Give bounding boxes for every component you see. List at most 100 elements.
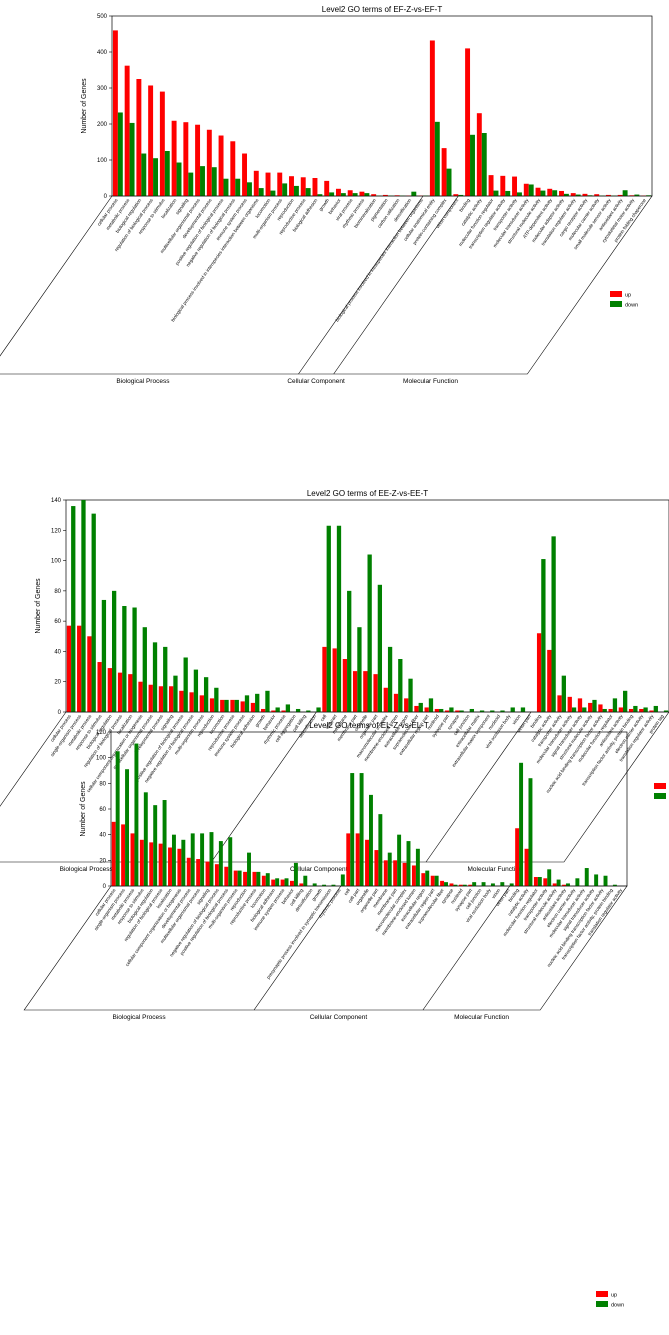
bar-down [364, 193, 370, 196]
group-bracket [0, 195, 653, 375]
bar-down [285, 704, 291, 712]
legend-swatch-up [596, 1291, 608, 1297]
bar-down [71, 506, 76, 712]
bar-down [653, 705, 658, 712]
bar-down [387, 852, 392, 886]
bar-down [244, 695, 250, 712]
bar-down [556, 879, 561, 886]
bar-up [557, 695, 562, 712]
bar-up [158, 686, 164, 712]
plot-frame [111, 15, 653, 197]
bar-down [453, 884, 458, 886]
category-label: negative regulation of biological proces… [144, 713, 195, 783]
bar-down [326, 525, 331, 712]
bar-up [374, 850, 379, 886]
bar-up [383, 860, 388, 886]
bar-down [411, 191, 417, 196]
bar-down [623, 690, 628, 712]
bar-up [393, 860, 398, 886]
bar-up [312, 178, 318, 196]
bar-down [303, 875, 308, 886]
bar-up [371, 194, 377, 196]
bar-down [367, 554, 372, 712]
bar-up [324, 180, 330, 196]
bar-up [393, 693, 399, 712]
bar-down [317, 194, 323, 196]
bar-down [500, 882, 505, 886]
bar-down [306, 710, 311, 712]
bar-down [594, 874, 599, 886]
bar-down [255, 693, 260, 712]
bar-up [250, 702, 256, 712]
bar-down [101, 599, 107, 712]
bar-down [510, 707, 515, 712]
bar-up [148, 684, 153, 712]
bar-down [528, 778, 533, 886]
bar-up [365, 839, 369, 886]
bar-up [171, 120, 177, 196]
bar-up [138, 681, 143, 712]
bar-up [547, 649, 552, 712]
group-bracket [0, 711, 669, 863]
bar-down [439, 708, 444, 712]
y-tick-label: 60 [99, 807, 106, 813]
bar-up [342, 659, 348, 712]
bar-down [211, 167, 217, 196]
bar-up [242, 153, 247, 196]
bar-down [459, 710, 464, 712]
group-bracket [23, 885, 628, 1011]
group-label: Biological Process [113, 1014, 167, 1021]
bar-down [162, 800, 167, 886]
bar-up [149, 842, 154, 886]
bar-up [205, 861, 210, 886]
bar-up [271, 710, 276, 712]
bar-down [481, 882, 486, 886]
bar-up [209, 698, 215, 712]
bar-up [559, 190, 564, 196]
bar-down [490, 883, 495, 886]
bar-down [340, 874, 345, 886]
y-tick-label: 400 [97, 50, 108, 56]
bar-down [462, 884, 467, 886]
bar-up [465, 48, 471, 197]
group-label: Molecular Function [403, 378, 458, 385]
bar-down [316, 707, 321, 712]
bar-down [587, 195, 593, 196]
bar-up [476, 113, 482, 196]
y-tick-label: 20 [54, 680, 61, 686]
bar-up [233, 870, 238, 886]
bar-down [203, 677, 209, 712]
bar-down [153, 158, 159, 196]
bar-up [533, 877, 538, 886]
y-tick-label: 120 [51, 528, 62, 534]
group-divider [425, 711, 532, 863]
bar-up [468, 884, 473, 886]
bar-down [190, 833, 195, 886]
bar-up [281, 710, 286, 712]
group-divider [422, 885, 510, 1011]
bar-up [220, 699, 225, 712]
bar-down [643, 707, 648, 712]
legend-swatch-down [654, 793, 666, 799]
bar-down [237, 870, 242, 886]
bar-down [582, 707, 587, 712]
bar-down [406, 841, 411, 886]
bar-down [293, 185, 299, 196]
bar-up [355, 833, 360, 886]
y-tick-label: 80 [54, 589, 61, 595]
bar-up [411, 865, 416, 886]
bar-up [562, 884, 567, 886]
bar-up [299, 883, 304, 886]
bar-down [603, 875, 608, 886]
bar-down [115, 751, 120, 886]
bar-down [449, 707, 454, 712]
y-tick-label: 120 [96, 730, 107, 736]
bar-down [153, 805, 158, 886]
bar-up [373, 674, 378, 712]
bar-down [122, 606, 127, 712]
bar-down [479, 710, 485, 712]
bar-up [87, 636, 92, 712]
bar-down [284, 878, 289, 886]
bar-up [243, 871, 248, 886]
bar-up [159, 91, 165, 196]
